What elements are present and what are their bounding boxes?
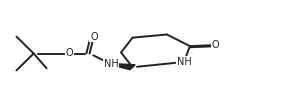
Text: O: O <box>66 48 73 59</box>
Text: O: O <box>90 32 98 42</box>
Text: O: O <box>212 40 219 50</box>
Text: NH: NH <box>177 57 192 67</box>
Text: NH: NH <box>104 59 118 69</box>
Polygon shape <box>105 63 135 70</box>
